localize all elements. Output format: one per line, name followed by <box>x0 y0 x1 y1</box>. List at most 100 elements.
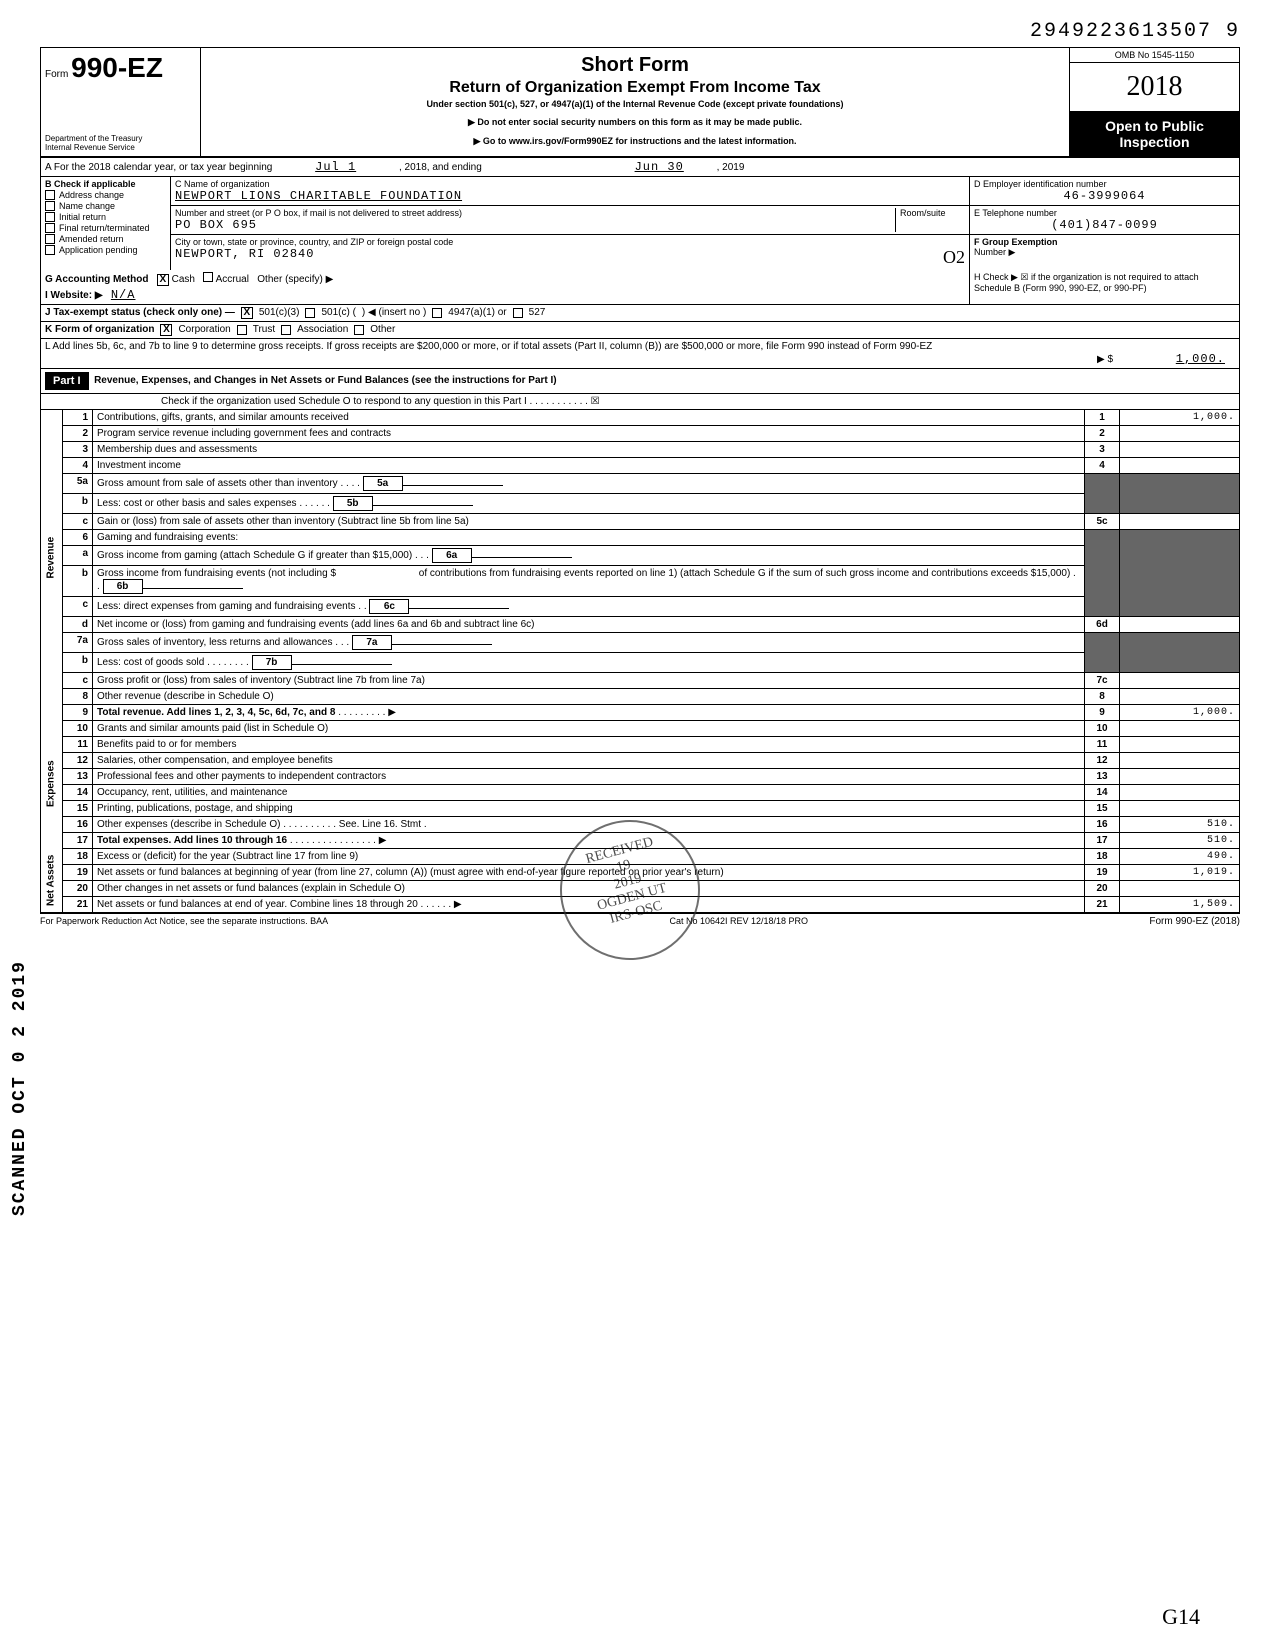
l9-desc: Total revenue. Add lines 1, 2, 3, 4, 5c,… <box>93 704 1085 720</box>
l4-desc: Investment income <box>93 457 1085 473</box>
l20-box: 20 <box>1085 880 1120 896</box>
l3-amt <box>1120 441 1240 457</box>
l7c-amt <box>1120 672 1240 688</box>
lbl-cash: Cash <box>172 274 195 285</box>
chk-pending[interactable] <box>45 245 55 255</box>
l16-amt: 510. <box>1120 816 1240 832</box>
l6a-desc: Gross income from gaming (attach Schedul… <box>93 545 1085 565</box>
l14-amt <box>1120 784 1240 800</box>
l5-shade <box>1085 473 1120 513</box>
group-number-label: Number ▶ <box>974 247 1235 258</box>
row-i-label: I Website: ▶ <box>45 290 103 301</box>
l7b-num: b <box>63 652 93 672</box>
l13-amt <box>1120 768 1240 784</box>
l6b-num: b <box>63 565 93 596</box>
l15-num: 15 <box>63 800 93 816</box>
lbl-assoc: Association <box>297 324 348 335</box>
l7c-desc: Gross profit or (loss) from sales of inv… <box>93 672 1085 688</box>
phone-value: (401)847-0099 <box>974 218 1235 232</box>
group-exempt-label: F Group Exemption <box>974 237 1235 247</box>
row-g-label: G Accounting Method <box>45 274 149 285</box>
ssn-warning: ▶ Do not enter social security numbers o… <box>211 117 1059 128</box>
l14-box: 14 <box>1085 784 1120 800</box>
l7-shade-amt <box>1120 632 1240 672</box>
l17-box: 17 <box>1085 832 1120 848</box>
l9-num: 9 <box>63 704 93 720</box>
chk-other-org[interactable] <box>354 325 364 335</box>
chk-name-change[interactable] <box>45 201 55 211</box>
form-number: 990-EZ <box>71 52 163 83</box>
row-j-label: J Tax-exempt status (check only one) — <box>45 307 235 318</box>
lbl-501c3: 501(c)(3) <box>259 307 300 318</box>
l7b-desc: Less: cost of goods sold . . . . . . . .… <box>93 652 1085 672</box>
l5b-desc: Less: cost or other basis and sales expe… <box>93 493 1085 513</box>
l10-num: 10 <box>63 720 93 736</box>
entity-info-grid: B Check if applicable Address change Nam… <box>40 177 1240 270</box>
row-l-arrow: ▶ $ <box>1097 354 1113 365</box>
chk-trust[interactable] <box>237 325 247 335</box>
l12-desc: Salaries, other compensation, and employ… <box>93 752 1085 768</box>
l2-amt <box>1120 425 1240 441</box>
street-label: Number and street (or P O box, if mail i… <box>175 208 895 218</box>
lbl-other-method: Other (specify) ▶ <box>257 274 333 285</box>
l5c-num: c <box>63 513 93 529</box>
l4-num: 4 <box>63 457 93 473</box>
org-name: NEWPORT LIONS CHARITABLE FOUNDATION <box>175 189 965 203</box>
chk-501c[interactable] <box>305 308 315 318</box>
chk-corp[interactable]: X <box>160 324 172 336</box>
l17-amt: 510. <box>1120 832 1240 848</box>
l7a-num: 7a <box>63 632 93 652</box>
l11-num: 11 <box>63 736 93 752</box>
chk-501c3[interactable]: X <box>241 307 253 319</box>
l3-desc: Membership dues and assessments <box>93 441 1085 457</box>
l1-box: 1 <box>1085 410 1120 426</box>
l20-amt <box>1120 880 1240 896</box>
l16-num: 16 <box>63 816 93 832</box>
l1-desc: Contributions, gifts, grants, and simila… <box>93 410 1085 426</box>
row-a-mid: , 2018, and ending <box>399 162 482 173</box>
l11-box: 11 <box>1085 736 1120 752</box>
chk-final-return[interactable] <box>45 223 55 233</box>
chk-accrual[interactable] <box>203 272 213 282</box>
chk-address-change[interactable] <box>45 190 55 200</box>
l5a-num: 5a <box>63 473 93 493</box>
ein-value: 46-3999064 <box>974 189 1235 203</box>
tax-year: 2018 <box>1070 63 1239 112</box>
l6d-amt <box>1120 616 1240 632</box>
lbl-insert-no: ) ◀ (insert no ) <box>362 307 426 318</box>
l5c-box: 5c <box>1085 513 1120 529</box>
phone-label: E Telephone number <box>974 208 1235 218</box>
row-l-amount: 1,000. <box>1116 352 1225 366</box>
chk-assoc[interactable] <box>281 325 291 335</box>
l15-box: 15 <box>1085 800 1120 816</box>
l16-desc: Other expenses (describe in Schedule O) … <box>93 816 1085 832</box>
l4-box: 4 <box>1085 457 1120 473</box>
footer-right: Form 990-EZ (2018) <box>1149 916 1240 927</box>
part1-title: Revenue, Expenses, and Changes in Net As… <box>94 375 557 386</box>
l15-amt <box>1120 800 1240 816</box>
l3-num: 3 <box>63 441 93 457</box>
short-form-title: Short Form <box>211 54 1059 77</box>
l6d-box: 6d <box>1085 616 1120 632</box>
year-end: Jun 30 <box>605 160 714 174</box>
chk-initial-return[interactable] <box>45 212 55 222</box>
lbl-527: 527 <box>529 307 546 318</box>
l6d-desc: Net income or (loss) from gaming and fun… <box>93 616 1085 632</box>
chk-527[interactable] <box>513 308 523 318</box>
website-value: N/A <box>111 288 136 302</box>
l10-desc: Grants and similar amounts paid (list in… <box>93 720 1085 736</box>
l8-amt <box>1120 688 1240 704</box>
chk-cash[interactable]: X <box>157 274 169 286</box>
l19-box: 19 <box>1085 864 1120 880</box>
footer-left: For Paperwork Reduction Act Notice, see … <box>40 916 328 927</box>
l9-amt: 1,000. <box>1120 704 1240 720</box>
l21-box: 21 <box>1085 896 1120 912</box>
chk-amended[interactable] <box>45 234 55 244</box>
l10-amt <box>1120 720 1240 736</box>
l6b-desc: Gross income from fundraising events (no… <box>93 565 1085 596</box>
l21-amt: 1,509. <box>1120 896 1240 912</box>
l8-desc: Other revenue (describe in Schedule O) <box>93 688 1085 704</box>
chk-4947[interactable] <box>432 308 442 318</box>
l3-box: 3 <box>1085 441 1120 457</box>
row-a-tax-year: A For the 2018 calendar year, or tax yea… <box>40 158 1240 177</box>
